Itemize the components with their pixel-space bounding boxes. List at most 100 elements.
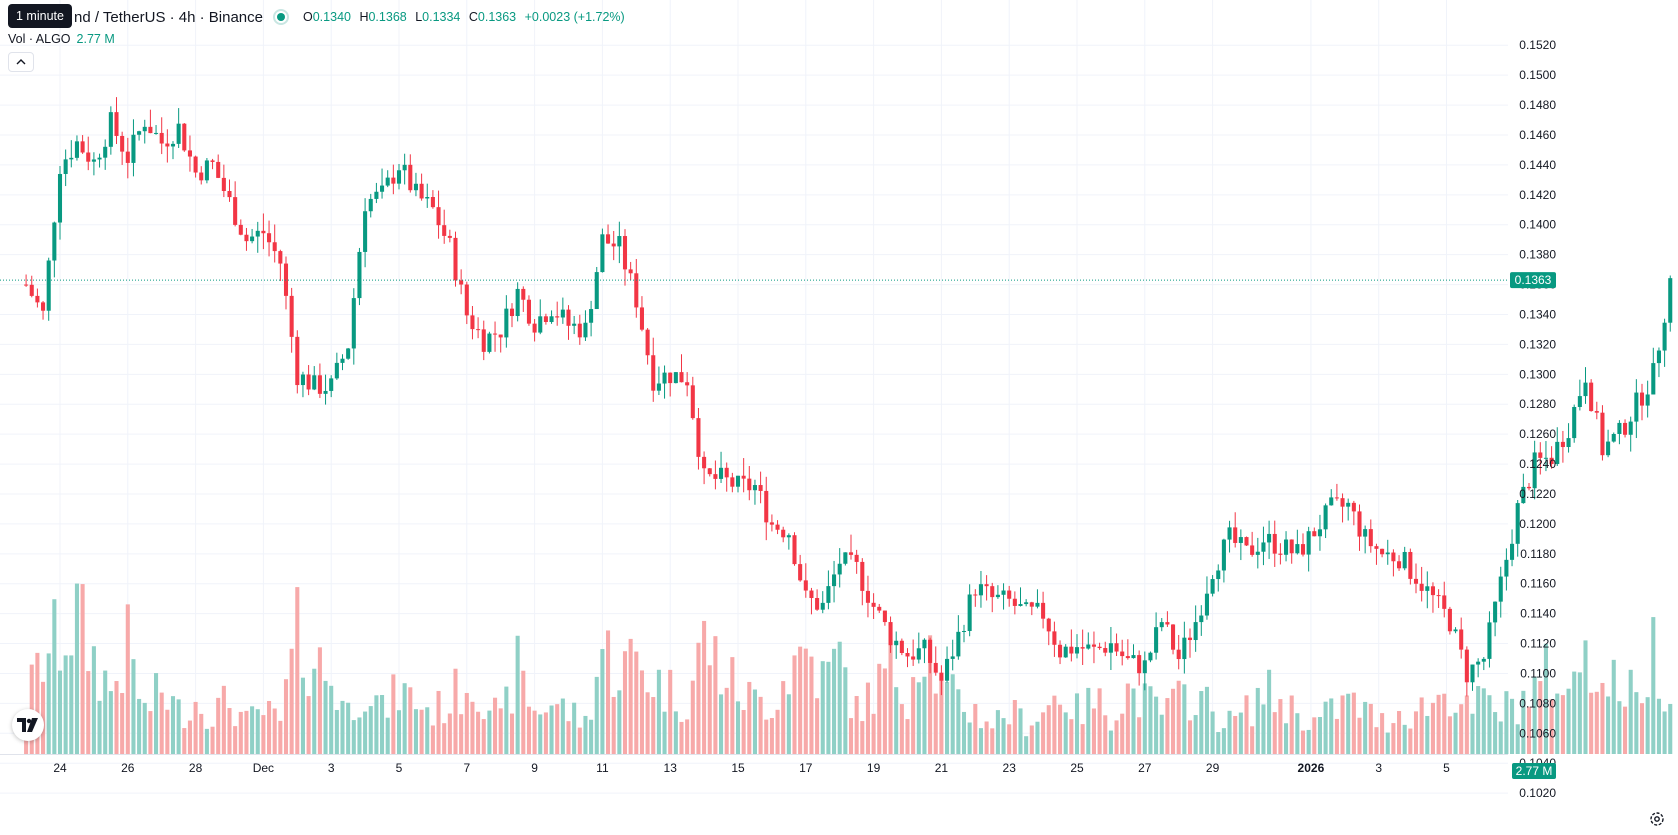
candle-body — [877, 606, 882, 611]
candle-body — [1221, 539, 1226, 571]
time-tick-label: 7 — [463, 761, 470, 775]
candle-body — [1137, 655, 1142, 674]
volume-bar — [114, 681, 119, 754]
candle-body — [108, 112, 113, 147]
candle-body — [1182, 637, 1187, 660]
tradingview-logo[interactable] — [12, 709, 44, 741]
candle-body — [323, 390, 328, 394]
candle-body — [272, 242, 277, 252]
price-tick-label: 0.1020 — [1519, 786, 1556, 800]
symbol-title[interactable]: nd / TetherUS · 4h · Binance — [74, 8, 263, 26]
volume-bar — [1498, 721, 1503, 754]
volume-bar — [888, 639, 893, 754]
candle-body — [543, 316, 548, 323]
volume-bar — [346, 702, 351, 754]
candle-body — [1029, 602, 1034, 607]
volume-bar — [1176, 680, 1181, 754]
gear-icon[interactable] — [1648, 810, 1666, 828]
volume-bar — [1063, 712, 1068, 754]
volume-bar — [973, 703, 978, 754]
volume-bar — [1012, 700, 1017, 754]
candle-body — [1074, 647, 1080, 654]
candle-body — [1594, 411, 1599, 413]
candle-body — [238, 224, 243, 235]
volume-bar — [396, 710, 402, 754]
volume-bar — [1555, 693, 1560, 754]
candle-body — [1289, 539, 1294, 554]
candle-body — [493, 333, 498, 335]
candle-body — [1007, 590, 1012, 599]
volume-bar — [1159, 714, 1164, 754]
candle-body — [1227, 527, 1232, 540]
candle-body — [622, 236, 628, 270]
candle-body — [363, 211, 368, 252]
volume-bar — [933, 693, 938, 754]
candle-body — [628, 269, 633, 274]
candle-body — [600, 234, 605, 273]
candle-body — [159, 132, 164, 144]
volume-bar — [1261, 704, 1266, 754]
volume-bar — [1018, 708, 1023, 754]
volume-bar — [1504, 691, 1509, 754]
candle-body — [978, 584, 983, 596]
volume-bar — [261, 715, 266, 754]
candle-body — [436, 207, 441, 226]
candle-body — [786, 535, 791, 538]
volume-bar — [566, 721, 571, 754]
candle-body — [1662, 322, 1667, 351]
volume-bar — [1413, 711, 1419, 754]
volume-bar — [1317, 716, 1322, 754]
volume-bar — [967, 722, 972, 754]
volume-bar — [916, 682, 921, 754]
volume-bar — [1334, 718, 1339, 754]
candle-body — [1532, 452, 1537, 489]
candle-body — [662, 372, 667, 384]
volume-bar — [1306, 729, 1311, 754]
candle-body — [1391, 552, 1396, 562]
low-value: 0.1334 — [422, 10, 461, 24]
candle-body — [80, 141, 85, 153]
candle-body — [1080, 647, 1085, 649]
volume-bar — [380, 694, 385, 754]
candle-body — [1131, 655, 1136, 659]
candle-body — [413, 183, 418, 191]
volume-bar — [255, 709, 260, 754]
volume-bar — [752, 689, 757, 754]
candle-body — [125, 151, 130, 163]
candle-body — [199, 172, 204, 181]
candle-body — [52, 222, 57, 261]
tradingview-logo-icon — [17, 718, 38, 732]
candle-body — [1148, 652, 1153, 661]
volume-bar — [1284, 723, 1289, 754]
volume-bar — [391, 674, 396, 754]
volume-bar — [52, 599, 57, 754]
market-status-icon[interactable] — [273, 9, 289, 25]
volume-legend[interactable]: Vol · ALGO 2.77 M — [8, 32, 115, 46]
volume-bar — [1374, 727, 1379, 754]
volume-bar — [1108, 730, 1113, 754]
candle-body — [131, 134, 136, 163]
volume-bar — [1125, 683, 1130, 754]
volume-bar — [1046, 705, 1051, 754]
volume-bar — [459, 714, 464, 754]
candle-body — [154, 132, 159, 134]
candle-body — [1510, 543, 1515, 560]
volume-bar — [1566, 688, 1571, 754]
candle-body — [120, 135, 125, 152]
candle-body — [176, 123, 181, 144]
volume-bar — [809, 656, 814, 754]
collapse-legend-button[interactable] — [8, 52, 34, 72]
volume-bar — [1397, 711, 1402, 754]
volume-bar — [272, 708, 277, 754]
volume-bar — [74, 583, 79, 754]
candle-body — [57, 173, 63, 223]
candle-body — [1408, 551, 1413, 579]
candle-body — [1035, 602, 1040, 607]
candle-body — [521, 288, 526, 300]
candle-body — [939, 672, 944, 681]
candle-body — [566, 309, 571, 326]
volume-bar — [707, 665, 712, 754]
volume-bar — [1080, 724, 1085, 754]
volume-bar — [651, 697, 656, 754]
